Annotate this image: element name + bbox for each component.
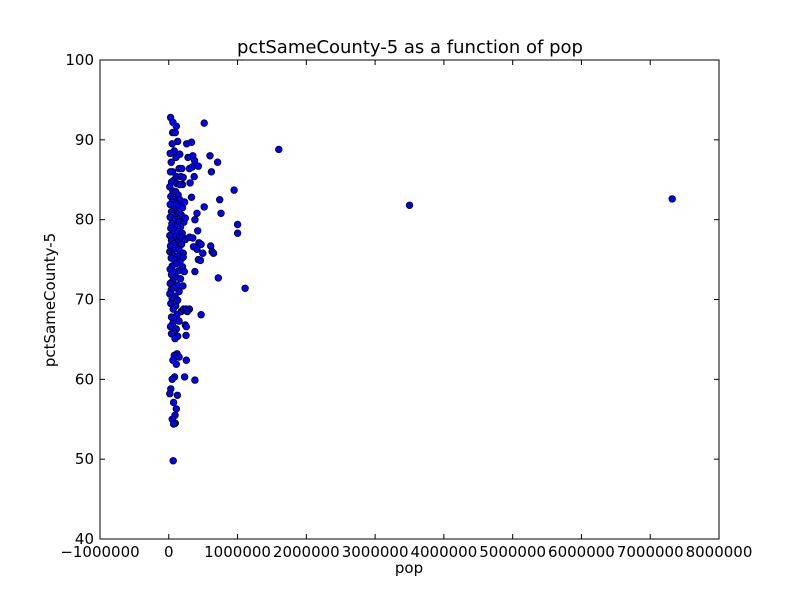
y-tick-label: 100: [65, 51, 94, 69]
data-point: [172, 405, 180, 413]
x-tick-label: −1000000: [60, 543, 139, 561]
data-point: [171, 334, 179, 343]
data-point: [180, 373, 189, 381]
data-point: [405, 201, 414, 209]
data-point: [200, 203, 208, 211]
data-point: [169, 420, 178, 428]
data-point: [668, 195, 676, 203]
data-point: [176, 180, 184, 189]
y-axis-label: pctSameCounty-5: [41, 233, 59, 367]
x-tick-label: 1000000: [204, 543, 271, 561]
data-point: [172, 153, 180, 162]
data-point: [188, 163, 196, 171]
data-point: [215, 195, 224, 204]
data-point: [168, 375, 176, 383]
data-point: [166, 390, 174, 398]
data-point: [213, 158, 222, 166]
data-point: [200, 119, 208, 127]
data-point: [193, 227, 202, 235]
y-tick-label: 60: [75, 370, 94, 388]
y-tick-label: 90: [75, 131, 94, 149]
data-point: [178, 164, 186, 173]
data-point: [197, 311, 205, 319]
data-point: [214, 274, 222, 282]
data-point: [182, 322, 190, 331]
data-point: [183, 307, 191, 316]
data-point: [168, 140, 176, 148]
data-point: [209, 249, 218, 257]
data-point: [207, 168, 216, 176]
data-point: [233, 220, 242, 229]
data-point: [172, 122, 180, 130]
data-point: [182, 331, 190, 340]
data-point: [179, 282, 187, 290]
data-point: [193, 209, 201, 217]
data-point: [171, 128, 179, 137]
axes-layer: −1000000 0 1000000 2000000 3000000 4000000 500…: [60, 51, 752, 561]
y-tick-label: 80: [75, 211, 94, 229]
data-point: [180, 267, 188, 276]
data-point: [182, 356, 190, 364]
x-tick-label: 7000000: [617, 543, 684, 561]
data-point: [233, 229, 242, 237]
data-point: [190, 156, 199, 165]
data-point: [187, 193, 196, 201]
data-point: [169, 398, 178, 407]
data-point: [166, 200, 174, 209]
data-point: [241, 284, 249, 292]
x-tick-label: 2000000: [273, 543, 340, 561]
data-point: [190, 172, 198, 181]
data-point: [166, 149, 174, 158]
data-point: [172, 360, 180, 368]
data-point: [189, 234, 197, 242]
data-point: [199, 249, 207, 257]
points-layer: [166, 113, 676, 465]
data-point: [191, 267, 199, 276]
data-point: [166, 168, 175, 176]
data-point: [186, 179, 194, 187]
data-point: [179, 173, 187, 182]
data-point: [176, 275, 185, 283]
data-point: [179, 253, 187, 261]
x-axis-label: pop: [395, 559, 423, 577]
data-point: [206, 152, 214, 160]
data-point: [175, 353, 183, 361]
data-point: [196, 256, 205, 265]
data-point: [169, 457, 177, 465]
x-tick-label: 8000000: [686, 543, 753, 561]
data-point: [194, 162, 203, 170]
data-point: [167, 158, 175, 166]
x-tick-label: 4000000: [410, 543, 477, 561]
data-point: [175, 287, 183, 296]
chart-title: pctSameCounty-5 as a function of pop: [237, 37, 583, 58]
y-tick-label: 40: [75, 530, 94, 548]
data-point: [275, 145, 283, 154]
data-point: [197, 240, 205, 249]
data-point: [169, 305, 177, 313]
data-point: [230, 186, 238, 194]
y-tick-label: 70: [75, 291, 94, 309]
x-tick-label: 6000000: [548, 543, 615, 561]
x-tick-label: 0: [164, 543, 174, 561]
data-point: [217, 209, 225, 217]
data-point: [181, 214, 189, 222]
data-point: [180, 198, 189, 206]
data-point: [187, 138, 196, 146]
data-point: [175, 317, 183, 325]
data-point: [173, 391, 182, 399]
data-point: [191, 376, 199, 384]
data-point: [191, 215, 199, 224]
x-tick-label: 5000000: [479, 543, 546, 561]
y-tick-label: 50: [75, 450, 94, 468]
x-tick-label: 3000000: [342, 543, 409, 561]
